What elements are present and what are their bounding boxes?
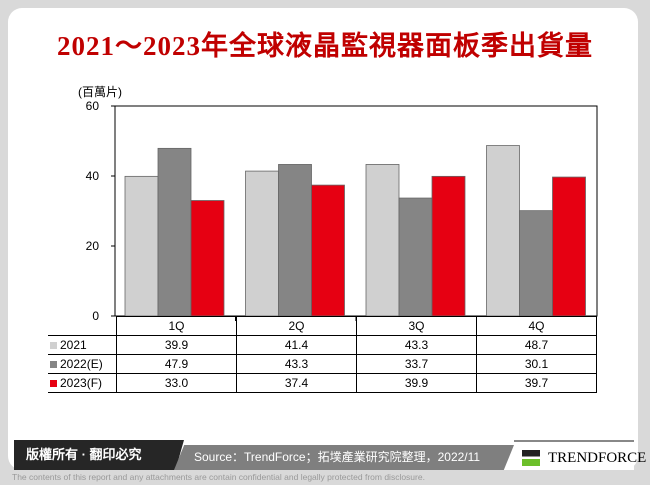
category-label: 1Q (116, 316, 237, 336)
data-label: 47.9 (116, 354, 237, 374)
table-header-row: 1Q 2Q 3Q 4Q (48, 316, 597, 336)
trendforce-logo-icon (522, 450, 540, 466)
trendforce-logo: TRENDFORCE (514, 440, 646, 470)
y-axis-unit: (百萬片) (78, 85, 122, 99)
data-label: 43.3 (236, 354, 357, 374)
data-label: 33.7 (356, 354, 477, 374)
bar-2022(E)-2Q (278, 164, 312, 317)
bar-2022(E)-4Q (519, 210, 553, 317)
bar-2023(F)-4Q (552, 176, 586, 317)
y-tick-label: 20 (86, 239, 100, 253)
data-table: 1Q 2Q 3Q 4Q 2021 39.9 41.4 43.3 48.7 2022(E) 47.9 4… (48, 316, 597, 393)
chart-title: 2021～2023年全球液晶監視器面板季出貨量 (57, 31, 593, 61)
data-label: 48.7 (476, 335, 597, 355)
y-tick-label: 0 (92, 309, 99, 323)
bar-2022(E)-1Q (157, 147, 192, 317)
legend-swatch (50, 361, 57, 368)
y-tick-label: 60 (86, 99, 100, 113)
data-label: 43.3 (356, 335, 477, 355)
disclaimer: The contents of this report and any atta… (12, 472, 425, 482)
legend-entry: 2021 (48, 335, 117, 355)
legend-entry: 2022(E) (48, 354, 117, 374)
data-label: 39.9 (356, 373, 477, 393)
bar-2021-1Q (124, 175, 159, 317)
series-name: 2022(E) (60, 357, 103, 371)
data-label: 37.4 (236, 373, 357, 393)
bar-2021-2Q (245, 170, 279, 317)
category-label: 3Q (356, 316, 477, 336)
data-label: 41.4 (236, 335, 357, 355)
bar-2021-3Q (365, 164, 400, 317)
y-tick-label: 40 (86, 169, 100, 183)
bar-chart: 0 20 40 60 (86, 99, 598, 323)
table-row: 2023(F) 33.0 37.4 39.9 39.7 (48, 373, 597, 393)
brand-name: TRENDFORCE (548, 450, 647, 466)
data-label: 39.9 (116, 335, 237, 355)
table-row: 2021 39.9 41.4 43.3 48.7 (48, 335, 597, 355)
series-name: 2023(F) (60, 376, 103, 390)
data-label: 39.7 (476, 373, 597, 393)
table-row: 2022(E) 47.9 43.3 33.7 30.1 (48, 354, 597, 374)
bar-2022(E)-3Q (398, 197, 433, 317)
bar-2023(F)-2Q (311, 184, 345, 317)
series-name: 2021 (60, 338, 87, 352)
data-label: 30.1 (476, 354, 597, 374)
bar-2023(F)-1Q (190, 200, 225, 317)
footer: 版權所有 · 翻印必究 Source：TrendForce；拓墣產業研究院整理，… (14, 440, 646, 470)
bar-2023(F)-3Q (431, 175, 466, 317)
legend-swatch (50, 342, 57, 349)
category-label: 4Q (476, 316, 597, 336)
data-label: 33.0 (116, 373, 237, 393)
table-corner (48, 316, 117, 336)
bar-2021-4Q (486, 145, 520, 317)
legend-entry: 2023(F) (48, 373, 117, 393)
copyright-label: 版權所有 · 翻印必究 (14, 440, 184, 470)
category-label: 2Q (236, 316, 357, 336)
source-label: Source：TrendForce；拓墣產業研究院整理，2022/11 (174, 445, 514, 470)
legend-swatch (50, 380, 57, 387)
